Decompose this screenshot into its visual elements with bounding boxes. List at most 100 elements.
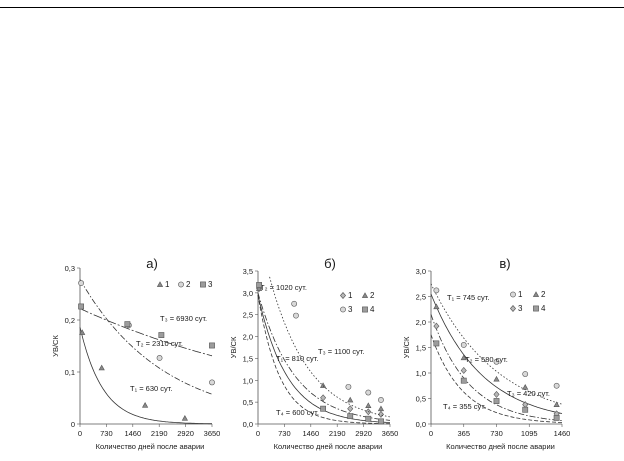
data-point-1: [98, 364, 105, 371]
data-point-4: [433, 340, 440, 347]
y-axis-label: УВ/СК: [229, 336, 238, 358]
legend-marker-1: [510, 291, 516, 298]
data-point-2: [365, 402, 372, 409]
y-tick-label: 2,5: [243, 311, 253, 320]
data-point-1: [320, 394, 327, 402]
legend-label: 1: [518, 290, 523, 299]
curve-label-2: T₂ = 1020 сут.: [260, 283, 307, 292]
data-point-4: [378, 418, 384, 425]
data-point-4: [460, 377, 467, 384]
decay-curve-3: [79, 308, 213, 357]
x-tick-label: 0: [429, 429, 433, 438]
legend-label: 3: [518, 304, 523, 313]
data-point-3: [78, 303, 84, 310]
y-tick-label: 0,1: [65, 368, 75, 377]
chart-1: 0 0,1 0,2 0,3 0 730 1460 2190 2920 3650 Количество…: [51, 256, 220, 451]
data-point-2: [319, 382, 327, 388]
x-tick-label: 2190: [151, 429, 168, 438]
legend-marker-1: [340, 292, 346, 299]
legend-label: 4: [370, 305, 375, 314]
chart-title: б): [324, 256, 336, 271]
legend-label: 1: [165, 280, 170, 289]
legend-label: 2: [541, 290, 546, 299]
data-point-3: [124, 321, 131, 328]
data-point-3: [293, 312, 299, 319]
decay-curve-4: [257, 294, 390, 425]
y-tick-label: 1,5: [416, 344, 426, 353]
x-axis-label: Количество дней после аварии: [274, 442, 383, 451]
data-point-2: [255, 285, 263, 291]
x-tick-label: 1460: [554, 429, 571, 438]
data-point-3: [345, 383, 352, 390]
data-point-2: [553, 401, 560, 408]
curve-label-1: T₁ = 745 сут.: [447, 293, 489, 302]
legend-marker-4: [533, 305, 539, 312]
curve-label-3: T₃ = 6930 сут.: [160, 314, 207, 323]
x-tick-label: 1095: [521, 429, 538, 438]
x-tick-label: 730: [100, 429, 113, 438]
data-point-1: [181, 415, 188, 421]
curve-label-1: T₁ = 630 сут.: [130, 384, 172, 393]
x-tick-label: 0: [256, 429, 260, 438]
curve-label-1: T₁ = 810 сут.: [276, 354, 318, 363]
legend-marker-4: [362, 306, 368, 313]
data-point-1: [433, 287, 440, 294]
y-tick-label: 0,3: [65, 264, 75, 273]
curve-label-2: T₂ = 2310 сут.: [136, 339, 183, 348]
data-point-2: [493, 375, 500, 382]
y-tick-label: 2,0: [416, 318, 426, 327]
y-tick-label: 0,0: [243, 420, 253, 429]
y-tick-label: 0,0: [416, 420, 426, 429]
data-point-3: [158, 332, 165, 338]
legend-label: 1: [348, 291, 353, 300]
y-axis-label: УВ/СК: [402, 336, 411, 358]
data-point-3: [209, 342, 215, 349]
x-tick-label: 2920: [355, 429, 372, 438]
legend-label: 2: [370, 291, 375, 300]
data-point-4: [553, 414, 560, 421]
x-tick-label: 730: [278, 429, 291, 438]
data-point-3: [291, 300, 298, 307]
decay-curve-2: [430, 293, 563, 414]
data-point-4: [256, 282, 262, 288]
y-tick-label: 3,5: [243, 267, 253, 276]
legend-label: 3: [348, 305, 353, 314]
y-tick-label: 1,0: [416, 369, 426, 378]
data-point-3: [493, 390, 500, 398]
data-point-3: [378, 397, 384, 403]
x-tick-label: 3650: [382, 429, 399, 438]
legend-marker-3: [200, 281, 206, 288]
data-point-4: [347, 413, 354, 420]
x-tick-label: 365: [457, 429, 470, 438]
y-tick-label: 0: [71, 420, 75, 429]
data-point-1: [141, 402, 149, 408]
x-tick-label: 3650: [204, 429, 221, 438]
data-point-1: [377, 410, 384, 418]
decay-curve-4: [430, 334, 562, 423]
top-rule: [0, 7, 624, 8]
legend-marker-2: [178, 281, 184, 288]
curve-label-2: T₂ = 580 сут.: [465, 355, 508, 364]
y-tick-label: 0,5: [243, 398, 253, 407]
curve-label-4: T₄ = 600 сут.: [276, 408, 319, 417]
y-tick-label: 2,5: [416, 293, 426, 302]
x-axis-label: Количество дней после аварии: [96, 442, 205, 451]
y-tick-label: 0,5: [416, 395, 426, 404]
legend-label: 4: [541, 304, 546, 313]
data-point-4: [320, 405, 326, 412]
data-point-2: [209, 379, 215, 386]
x-tick-label: 1460: [302, 429, 319, 438]
chart-title: а): [146, 256, 158, 271]
data-point-1: [79, 329, 86, 335]
data-point-3: [365, 389, 372, 396]
data-point-2: [156, 355, 163, 361]
data-point-1: [522, 371, 529, 377]
chart-3: 0,0 0,5 1,0 1,5 2,0 2,5 3,0 0 365 730 1095 1460 Коли…: [402, 256, 570, 451]
data-point-1: [493, 358, 500, 365]
y-axis-label: УВ/СК: [51, 335, 60, 357]
data-point-4: [493, 398, 500, 404]
curve-label-3: T₃ = 1100 сут.: [318, 347, 365, 356]
data-point-4: [522, 406, 529, 413]
legend-marker-3: [510, 305, 516, 312]
